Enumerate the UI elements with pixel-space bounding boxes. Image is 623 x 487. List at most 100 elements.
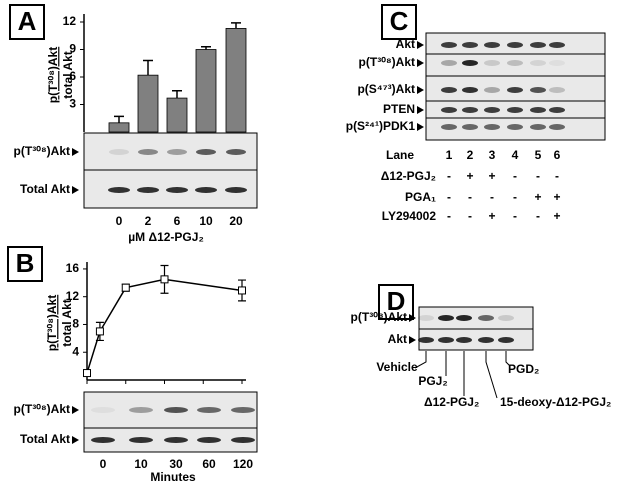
error-bar [114, 115, 124, 123]
x-tick-label: 20 [229, 214, 243, 228]
blot-band [196, 149, 216, 155]
panel-label: C [390, 6, 409, 36]
blot-row-label: p(S²⁴¹)PDK1 [346, 119, 416, 133]
leader-line [505, 351, 511, 367]
data-point [238, 286, 246, 295]
blot-band [456, 337, 472, 343]
error-bar [201, 46, 211, 50]
arrow-marker [72, 436, 79, 444]
y-tick-label: 3 [69, 97, 76, 111]
panel-label: B [16, 248, 35, 278]
blot-band [109, 149, 129, 155]
blot-band [462, 42, 478, 48]
lane-label: Vehicle [376, 360, 418, 374]
blot-band [484, 124, 500, 130]
treatment-sign: + [553, 209, 560, 223]
blot-band [164, 437, 188, 443]
lane-number: 5 [535, 148, 542, 162]
blot-band [462, 107, 478, 113]
lane-number: 4 [512, 148, 519, 162]
x-tick-label: 0 [116, 214, 123, 228]
lane-label: Δ12-PGJ₂ [424, 395, 479, 409]
x-axis-label: Minutes [150, 470, 196, 484]
lane-label: 10 [134, 457, 148, 471]
blot-band [108, 187, 130, 193]
lane-label: 120 [233, 457, 253, 471]
blot-band [456, 315, 472, 321]
arrow-marker [417, 59, 424, 67]
treatment-sign: - [513, 209, 517, 223]
treatment-sign: + [488, 209, 495, 223]
treatment-sign: - [447, 209, 451, 223]
bar [195, 49, 217, 133]
blot-band [507, 60, 523, 66]
y-axis-label: p(T³⁰⁸)Akt total Akt [45, 295, 74, 351]
bar [166, 97, 188, 133]
lane-number: 3 [489, 148, 496, 162]
treatment-label: LY294002 [382, 209, 437, 223]
blot-band [507, 42, 523, 48]
bar [137, 74, 159, 133]
x-tick-label: 6 [174, 214, 181, 228]
blot [425, 32, 606, 141]
y-tick-label: 9 [69, 42, 76, 56]
data-point [160, 275, 169, 284]
treatment-sign: - [490, 190, 494, 204]
blot-row-label: PTEN [383, 102, 415, 116]
bar [225, 28, 247, 133]
blot-band [507, 87, 523, 93]
x-tick-label: 10 [199, 214, 213, 228]
y-tick-label: 8 [72, 317, 79, 331]
blot-band [498, 315, 514, 321]
blot-band [129, 437, 153, 443]
lane-title: Lane [386, 148, 414, 162]
lane-label: 30 [169, 457, 183, 471]
blot-band [484, 42, 500, 48]
blot-band [549, 107, 565, 113]
blot-row-label: Total Akt [20, 432, 70, 446]
blot-band [478, 315, 494, 321]
blot-band [462, 60, 478, 66]
y-tick-label: 4 [72, 344, 79, 358]
blot-band [441, 107, 457, 113]
treatment-sign: + [488, 169, 495, 183]
blot-band [530, 42, 546, 48]
y-tick-label: 12 [66, 289, 80, 303]
data-point [83, 369, 91, 378]
x-tick-label: 2 [145, 214, 152, 228]
arrow-marker [72, 406, 79, 414]
blot-row-label: p(T³⁰⁸)Akt [359, 55, 415, 69]
leader-line [485, 351, 498, 399]
lane-number: 2 [467, 148, 474, 162]
blot-band [137, 187, 159, 193]
blot-row-label: Akt [388, 332, 407, 346]
blot-band [138, 149, 158, 155]
arrow-marker [417, 41, 424, 49]
lane-label: 60 [202, 457, 216, 471]
panel-label-box [378, 284, 414, 320]
blot-row-label: p(S⁴⁷³)Akt [357, 82, 415, 96]
arrow-marker [417, 123, 424, 131]
leader-line [414, 351, 427, 369]
treatment-sign: + [534, 190, 541, 204]
blot-band [507, 124, 523, 130]
blot-band [231, 437, 255, 443]
treatment-sign: - [513, 190, 517, 204]
blot-band [498, 337, 514, 343]
panel-label-box [381, 4, 417, 40]
treatment-sign: + [553, 190, 560, 204]
blot-band [549, 87, 565, 93]
blot-band [167, 149, 187, 155]
lane-label: PGD₂ [508, 362, 539, 376]
blot-row-label: p(T³⁰⁸)Akt [14, 144, 70, 158]
arrow-marker [72, 186, 79, 194]
blot-band [164, 407, 188, 413]
blot-band [91, 407, 115, 413]
blot-band [462, 87, 478, 93]
blot-band [530, 87, 546, 93]
blot-band [441, 87, 457, 93]
error-bar [172, 90, 182, 99]
blot-row-label: p(T³⁰⁸)Akt [14, 402, 70, 416]
arrow-marker [417, 86, 424, 94]
